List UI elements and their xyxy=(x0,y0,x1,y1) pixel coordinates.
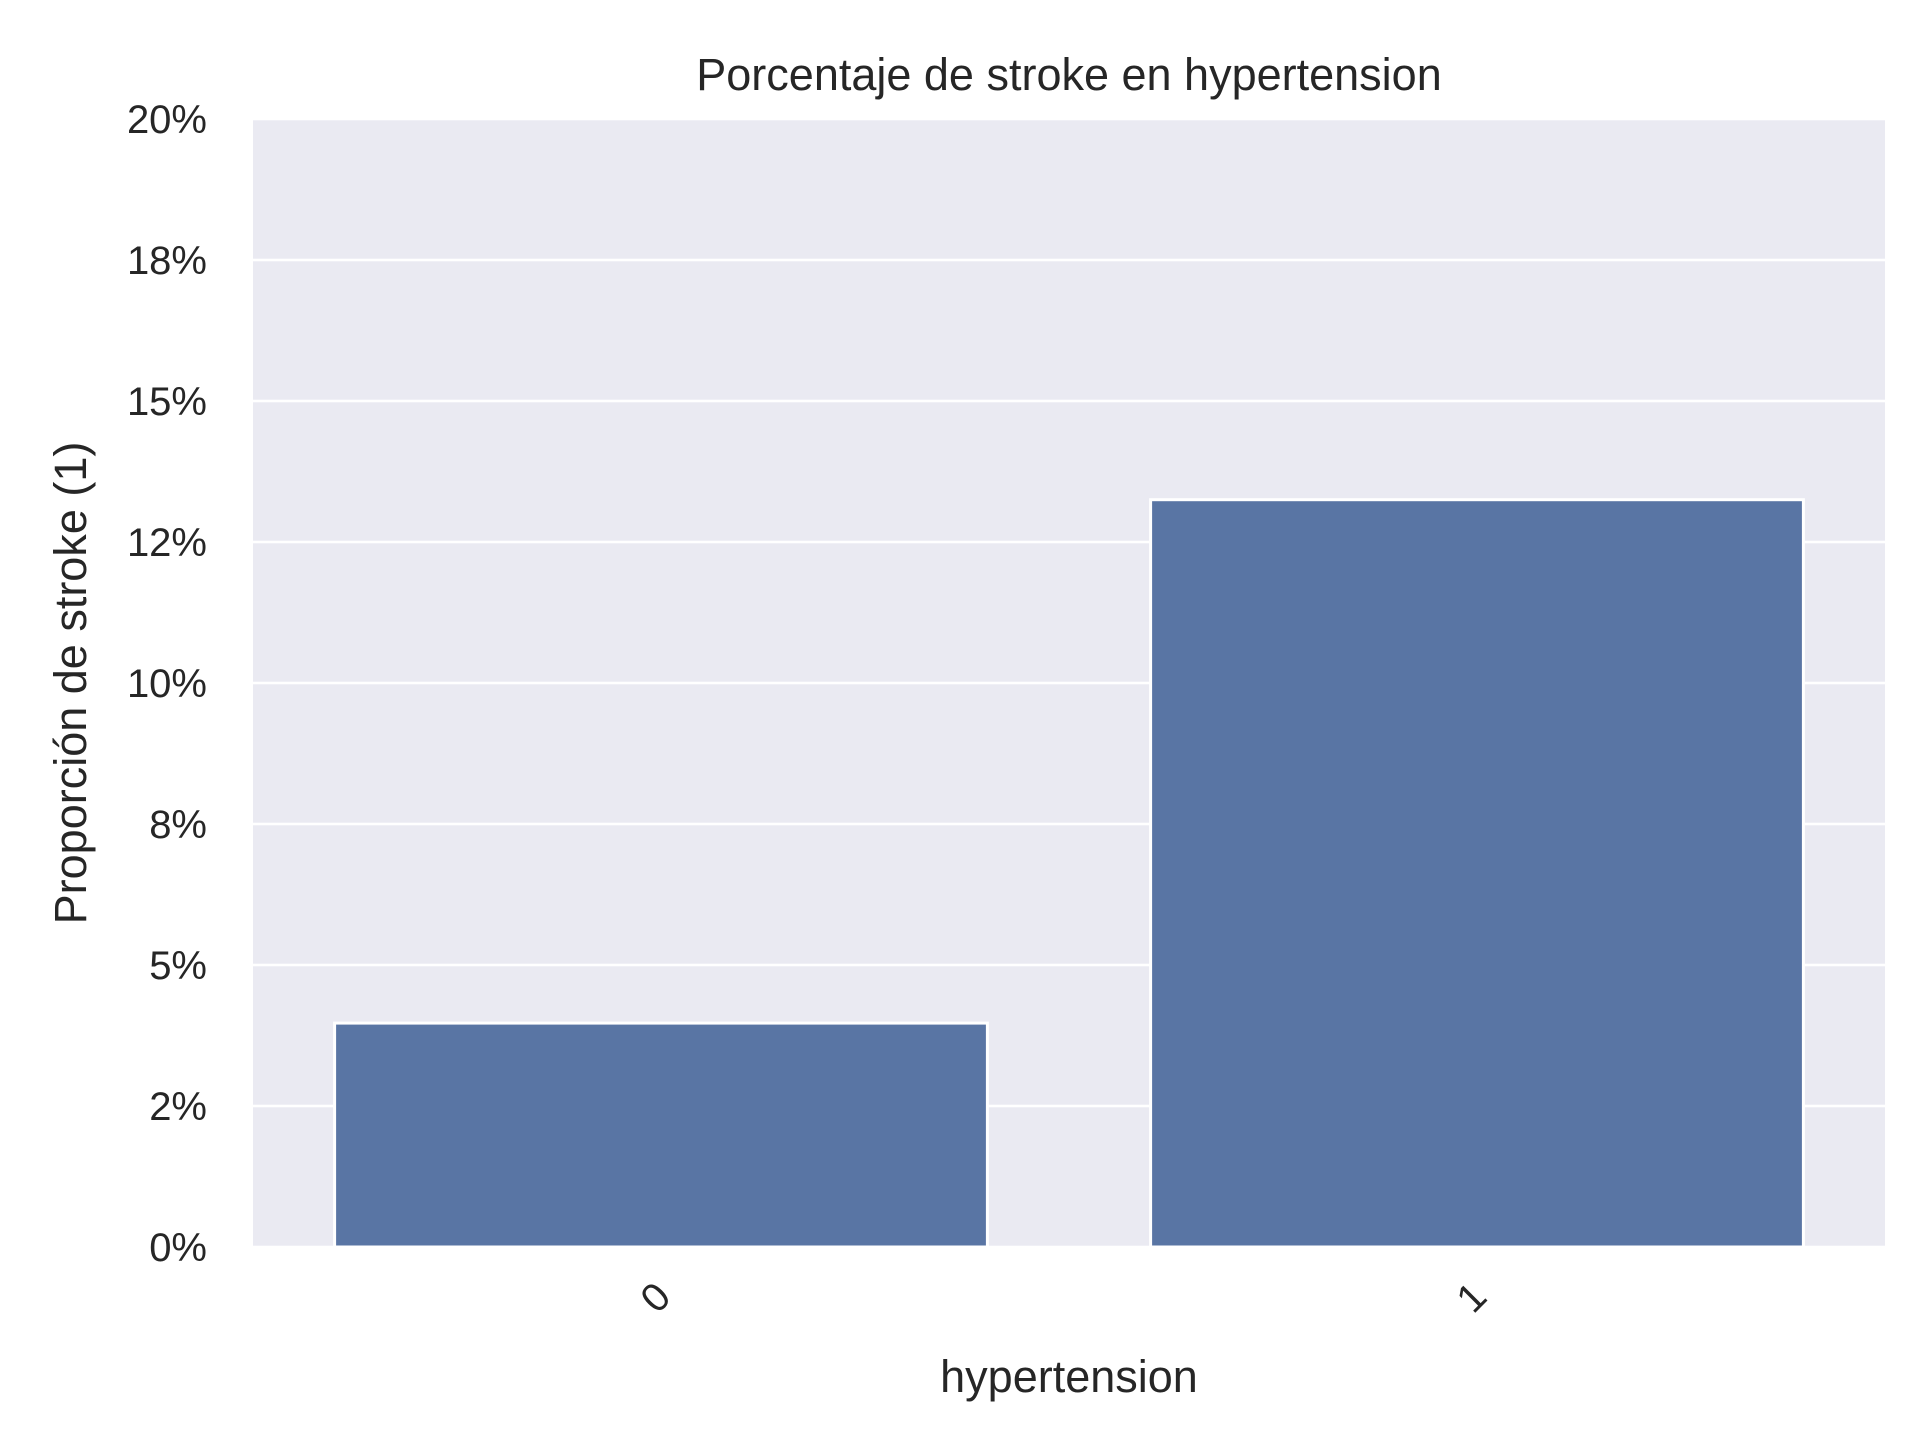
y-tick-label: 18% xyxy=(127,239,207,283)
x-tick-label: 0 xyxy=(632,1274,679,1321)
bar-1 xyxy=(1149,498,1805,1249)
y-tick-label: 8% xyxy=(149,803,207,847)
y-tick-label: 20% xyxy=(127,98,207,142)
bar-0 xyxy=(333,1021,989,1249)
y-tick-labels: 0% 2% 5% 8% 10% 12% 15% 18% 20% xyxy=(127,98,207,1270)
y-tick-label: 5% xyxy=(149,944,207,988)
x-tick-label: 1 xyxy=(1448,1274,1495,1321)
y-tick-label: 10% xyxy=(127,662,207,706)
y-tick-label: 15% xyxy=(127,380,207,424)
x-axis-label: hypertension xyxy=(940,1351,1198,1402)
y-tick-label: 2% xyxy=(149,1085,207,1129)
chart-title: Porcentaje de stroke en hypertension xyxy=(696,49,1441,100)
y-tick-label: 12% xyxy=(127,521,207,565)
bars xyxy=(333,498,1805,1249)
y-axis-label: Proporción de stroke (1) xyxy=(45,442,96,925)
y-tick-label: 0% xyxy=(149,1226,207,1270)
